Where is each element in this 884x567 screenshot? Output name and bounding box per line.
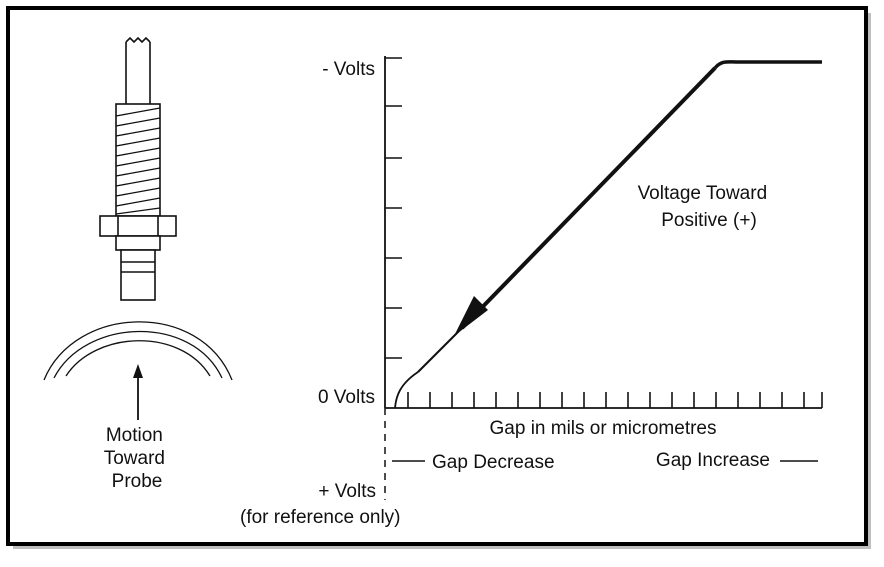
curve-saturation [713, 60, 822, 70]
probe-tip [120, 249, 156, 301]
target-arc-outer [43, 321, 233, 381]
voltage-annotation-line-2: Positive (+) [661, 210, 757, 231]
graph: - Volts 0 Volts + Volts (for reference o… [240, 56, 823, 528]
y-plus-note: (for reference only) [240, 507, 401, 528]
voltage-annotation: Voltage Toward Positive (+) [638, 183, 773, 231]
motion-arrow-icon [133, 364, 143, 420]
y-axis-ticks [385, 57, 402, 359]
target-surface [43, 321, 233, 381]
target-arc-middle [53, 330, 223, 379]
gap-decrease-label: Gap Decrease [432, 452, 555, 473]
x-axis-label: Gap in mils or micrometres [490, 418, 717, 439]
motion-label-line-2: Toward [104, 448, 165, 469]
probe-neck [115, 235, 161, 251]
motion-label-line-3: Probe [112, 471, 163, 492]
lock-nut [99, 215, 177, 237]
motion-label: Motion Toward Probe [104, 425, 171, 492]
threaded-body [115, 103, 161, 217]
y-top-label: - Volts [322, 59, 375, 80]
curve-direction-arrow-icon [454, 296, 488, 336]
proximity-probe-icon [99, 36, 177, 301]
y-plus-label: + Volts [318, 481, 376, 502]
cable-break [125, 36, 151, 44]
target-arc-inner [65, 340, 211, 377]
motion-label-line-1: Motion [106, 425, 163, 446]
voltage-annotation-line-1: Voltage Toward [638, 183, 768, 204]
thread-lines [115, 107, 161, 215]
curve-linear-range [460, 66, 717, 330]
x-axis-ticks [407, 392, 823, 408]
gap-increase-label: Gap Increase [656, 450, 770, 471]
curve-knee [394, 371, 419, 409]
y-zero-label: 0 Volts [318, 387, 375, 408]
